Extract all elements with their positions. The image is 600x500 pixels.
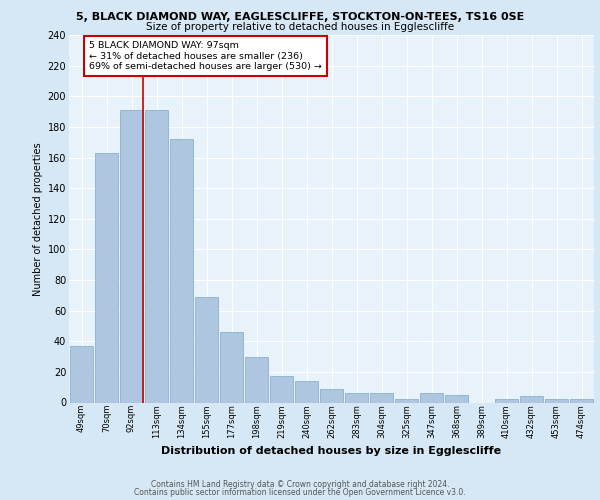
Bar: [70, 346, 93, 403]
Bar: [195, 297, 218, 403]
Bar: [520, 396, 543, 402]
Text: 5, BLACK DIAMOND WAY, EAGLESCLIFFE, STOCKTON-ON-TEES, TS16 0SE: 5, BLACK DIAMOND WAY, EAGLESCLIFFE, STOC…: [76, 12, 524, 22]
Y-axis label: Number of detached properties: Number of detached properties: [34, 142, 43, 296]
Bar: [445, 395, 468, 402]
Bar: [245, 356, 268, 403]
Bar: [120, 110, 143, 403]
Bar: [295, 381, 318, 402]
Text: 5 BLACK DIAMOND WAY: 97sqm
← 31% of detached houses are smaller (236)
69% of sem: 5 BLACK DIAMOND WAY: 97sqm ← 31% of deta…: [89, 41, 322, 71]
Bar: [345, 394, 368, 402]
Bar: [570, 400, 593, 402]
Text: Contains HM Land Registry data © Crown copyright and database right 2024.: Contains HM Land Registry data © Crown c…: [151, 480, 449, 489]
Bar: [320, 388, 343, 402]
Text: Size of property relative to detached houses in Egglescliffe: Size of property relative to detached ho…: [146, 22, 454, 32]
Bar: [95, 153, 118, 402]
Bar: [370, 394, 393, 402]
Bar: [145, 110, 168, 403]
Bar: [220, 332, 243, 402]
Bar: [395, 400, 418, 402]
Bar: [170, 139, 193, 402]
Bar: [270, 376, 293, 402]
Bar: [545, 400, 568, 402]
Bar: [495, 400, 518, 402]
X-axis label: Distribution of detached houses by size in Egglescliffe: Distribution of detached houses by size …: [161, 446, 502, 456]
Text: Contains public sector information licensed under the Open Government Licence v3: Contains public sector information licen…: [134, 488, 466, 497]
Bar: [420, 394, 443, 402]
